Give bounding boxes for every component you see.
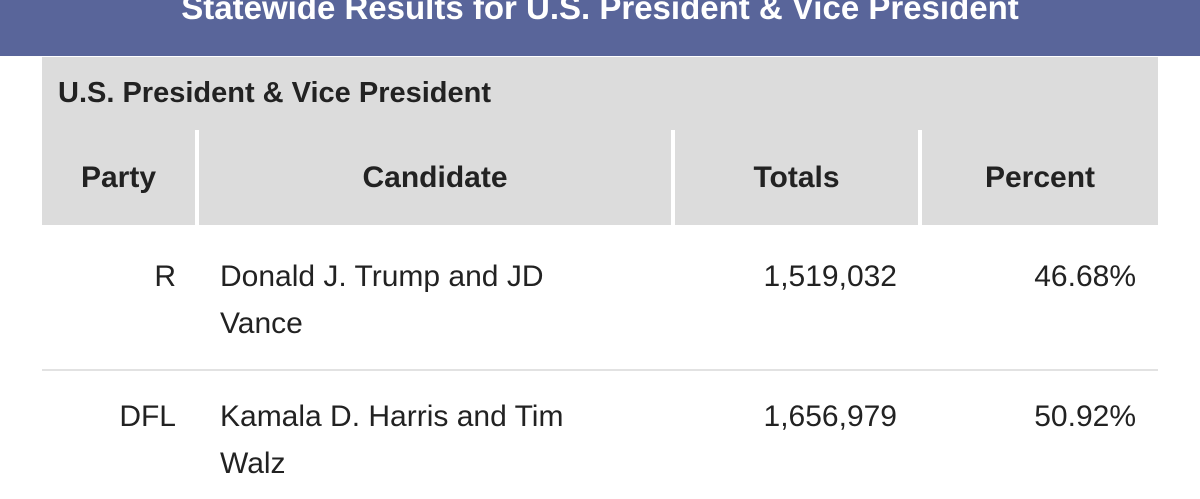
column-header: Candidate	[199, 130, 671, 225]
banner-title: Statewide Results for U.S. President & V…	[181, 0, 1019, 26]
totals-cell: 1,656,979	[763, 400, 897, 433]
column-header: Percent	[922, 130, 1158, 225]
row-divider	[42, 369, 1158, 371]
party-cell: DFL	[119, 400, 176, 433]
banner: Statewide Results for U.S. President & V…	[0, 0, 1200, 56]
percent-cell: 50.92%	[1034, 400, 1136, 433]
caption-text: U.S. President & Vice President	[58, 77, 492, 109]
totals-cell: 1,519,032	[763, 260, 897, 293]
column-header: Party	[42, 130, 195, 225]
column-header: Totals	[675, 130, 918, 225]
percent-cell: 46.68%	[1034, 260, 1136, 293]
candidate-cell: Kamala D. Harris and Tim Walz	[220, 400, 564, 480]
candidate-cell: Donald J. Trump and JD Vance	[220, 260, 544, 340]
table-caption: U.S. President & Vice President	[42, 57, 1158, 130]
party-cell: R	[154, 260, 176, 293]
